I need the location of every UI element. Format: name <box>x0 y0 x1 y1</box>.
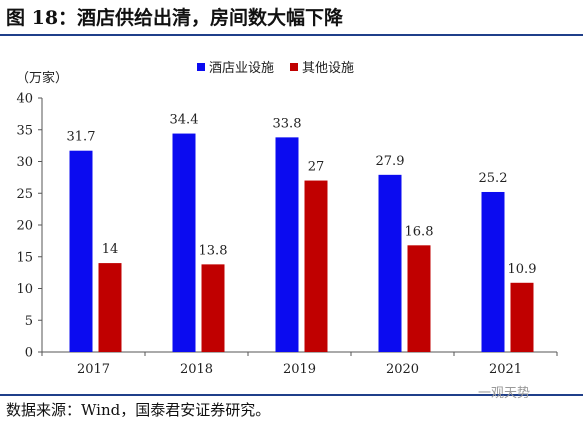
data-label: 10.9 <box>508 262 537 277</box>
bar <box>304 180 328 352</box>
y-axis: 0 5 10 15 20 25 30 35 40 <box>16 92 43 361</box>
chart-legend: 酒店业设施 其他设施 <box>197 61 354 76</box>
bar-series <box>69 133 534 352</box>
watermark-text: 一观天势 <box>478 386 531 401</box>
legend-label: 酒店业设施 <box>209 61 274 76</box>
bar <box>98 263 122 352</box>
bar <box>275 137 299 352</box>
y-unit-label: （万家） <box>16 70 68 86</box>
data-labels: 31.7 34.4 33.8 27.9 25.2 14 13.8 27 16.8 10.9 <box>67 113 537 277</box>
title-divider <box>0 34 583 36</box>
data-label: 14 <box>102 242 119 257</box>
bar <box>481 191 505 352</box>
y-tick-label: 15 <box>16 250 33 265</box>
data-label: 31.7 <box>67 130 96 145</box>
y-tick-label: 40 <box>16 92 33 107</box>
data-label: 16.8 <box>405 224 434 239</box>
data-label: 25.2 <box>479 171 508 186</box>
y-tick-label: 5 <box>25 314 33 329</box>
data-label: 27.9 <box>376 154 405 169</box>
y-tick-label: 25 <box>16 187 33 202</box>
y-tick-label: 35 <box>16 123 33 138</box>
bar <box>69 150 93 352</box>
y-tick-label: 10 <box>16 282 33 297</box>
x-tick-label: 2020 <box>386 362 419 377</box>
bar <box>378 174 402 352</box>
legend-swatch <box>290 63 298 71</box>
footer-divider <box>0 394 583 396</box>
data-label: 27 <box>308 160 325 175</box>
bar <box>201 264 225 352</box>
y-tick-label: 30 <box>16 155 33 170</box>
y-tick-label: 20 <box>16 219 33 234</box>
figure-title: 图 18：酒店供给出清，房间数大幅下降 <box>6 7 344 29</box>
bar-chart: 酒店业设施 其他设施 （万家） 0 5 10 15 20 25 30 35 40 2017 2018… <box>16 61 558 377</box>
source-note: 数据来源：Wind，国泰君安证券研究。 <box>6 401 271 419</box>
legend-label: 其他设施 <box>302 61 354 76</box>
x-tick-label: 2021 <box>489 362 522 377</box>
x-tick-label: 2017 <box>77 362 110 377</box>
y-tick-label: 0 <box>25 346 33 361</box>
x-axis: 2017 2018 2019 2020 2021 <box>41 351 558 377</box>
bar <box>172 133 196 352</box>
data-label: 33.8 <box>273 116 302 131</box>
bar <box>510 282 534 352</box>
bar <box>407 245 431 352</box>
data-label: 34.4 <box>170 113 199 128</box>
data-label: 13.8 <box>199 243 228 258</box>
x-tick-label: 2018 <box>180 362 213 377</box>
x-tick-label: 2019 <box>283 362 316 377</box>
legend-swatch <box>197 63 205 71</box>
